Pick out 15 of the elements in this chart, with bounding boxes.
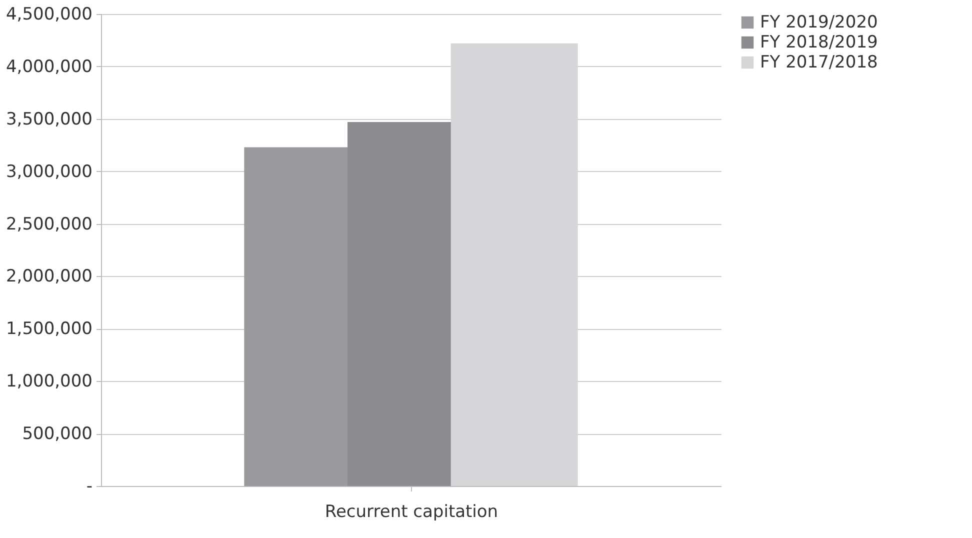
y-tick-label: 3,000,000 [6,162,92,182]
y-tick-label: 500,000 [22,424,92,444]
y-tick-label: 3,500,000 [6,109,92,130]
legend-label: FY 2018/2019 [760,32,878,52]
y-tick-label: 2,000,000 [6,266,92,287]
legend-label: FY 2017/2018 [760,52,878,72]
legend-label: FY 2019/2020 [760,12,878,32]
y-tick-label: 2,500,000 [6,214,92,234]
y-tick-label: 1,000,000 [6,372,92,392]
y-tick-label: 4,500,000 [6,4,92,24]
bar [450,43,578,486]
y-tick-label: 1,500,000 [6,319,92,340]
y-tick-label: - [86,476,92,496]
y-tick-label: 4,000,000 [6,56,92,77]
x-tick-label: Recurrent capitation [324,502,498,522]
